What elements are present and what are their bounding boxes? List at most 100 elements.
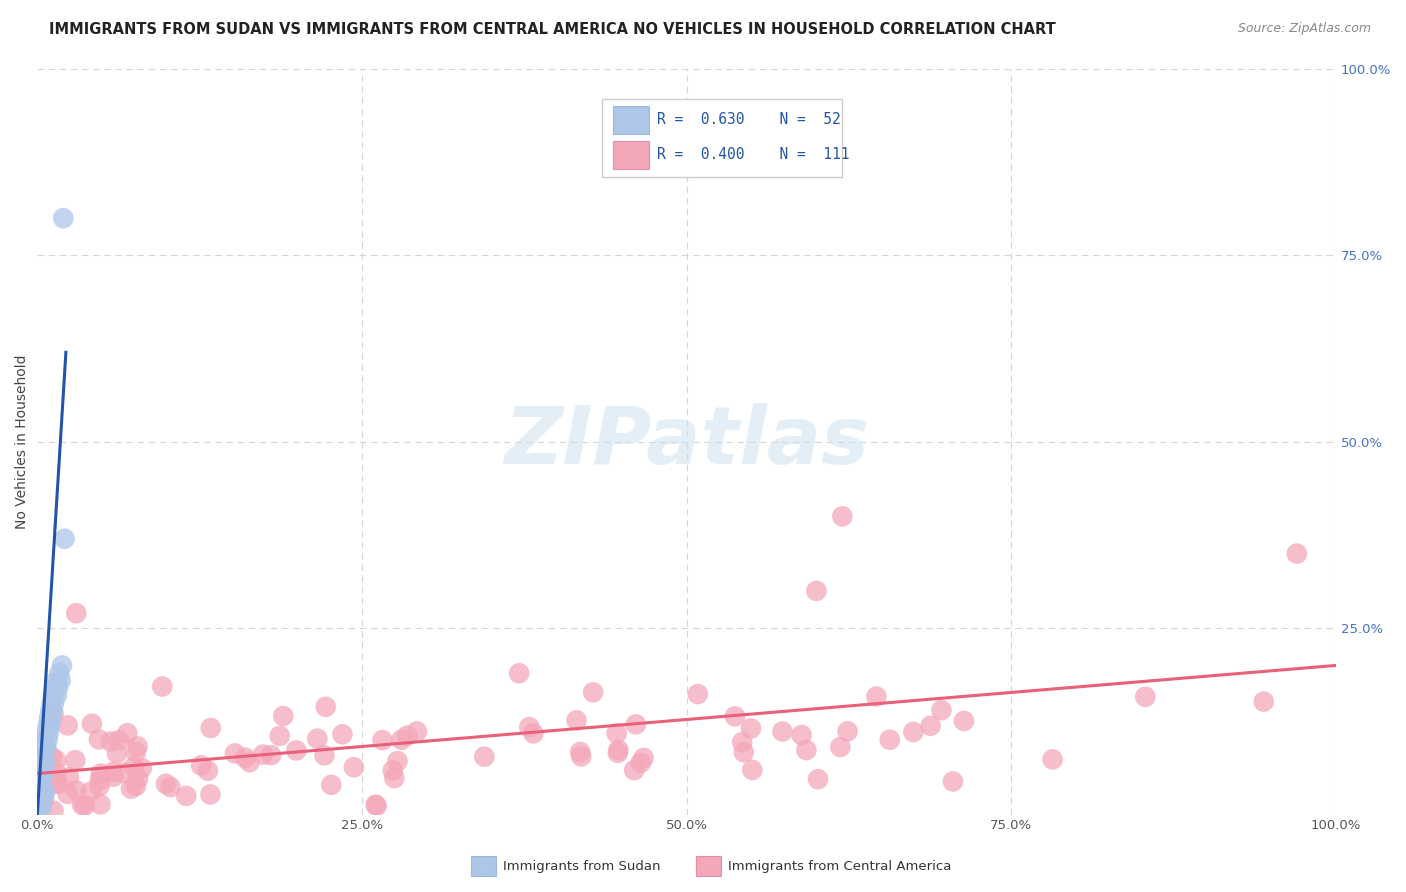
Point [831, 509, 853, 524]
Point [38, 725, 60, 739]
Point [796, 743, 818, 757]
Point [37, 733, 59, 747]
Point [830, 739, 852, 754]
Point [31, 770, 53, 784]
Point [65, 607, 87, 621]
Point [159, 780, 181, 794]
Point [35, 740, 58, 755]
Point [28, 800, 51, 814]
Point [569, 745, 592, 759]
Point [30, 792, 52, 806]
Point [28, 763, 51, 777]
Text: ZIPatlas: ZIPatlas [503, 403, 869, 481]
Point [46, 681, 69, 695]
Point [125, 745, 148, 759]
Text: Source: ZipAtlas.com: Source: ZipAtlas.com [1237, 22, 1371, 36]
Point [30, 800, 52, 814]
Point [30, 756, 52, 770]
Point [260, 748, 283, 763]
Point [89, 773, 111, 788]
Point [1042, 752, 1064, 766]
Point [103, 764, 125, 779]
Point [607, 743, 630, 757]
Point [931, 703, 953, 717]
Point [65, 753, 87, 767]
Point [740, 722, 762, 736]
Point [27, 792, 49, 806]
Point [233, 750, 256, 764]
Point [34, 785, 56, 799]
Point [28, 792, 51, 806]
Point [387, 754, 409, 768]
Point [197, 764, 219, 778]
Point [731, 735, 754, 749]
Point [87, 732, 110, 747]
Point [624, 717, 647, 731]
Point [89, 797, 111, 812]
Point [879, 732, 901, 747]
Point [174, 789, 197, 803]
Point [508, 666, 530, 681]
Point [56, 787, 79, 801]
Point [200, 788, 222, 802]
Point [332, 727, 354, 741]
Point [80, 785, 103, 799]
Point [45, 673, 67, 688]
Point [30, 770, 52, 784]
Point [44, 681, 66, 695]
Point [90, 766, 112, 780]
Point [30, 763, 52, 777]
Point [238, 755, 260, 769]
Point [44, 776, 66, 790]
Point [49, 673, 72, 688]
Point [52, 211, 75, 226]
Point [34, 733, 56, 747]
Point [28, 800, 51, 814]
Point [837, 724, 859, 739]
Point [522, 726, 544, 740]
Point [39, 703, 62, 717]
Point [42, 804, 65, 818]
Point [382, 771, 405, 785]
Point [381, 764, 404, 778]
Point [371, 733, 394, 747]
Point [252, 747, 274, 762]
Point [155, 777, 177, 791]
Point [569, 749, 592, 764]
Point [269, 729, 291, 743]
Point [31, 756, 53, 770]
Point [37, 718, 59, 732]
Point [34, 756, 56, 770]
Point [32, 763, 55, 777]
Y-axis label: No Vehicles in Household: No Vehicles in Household [15, 354, 30, 529]
Point [42, 688, 65, 702]
Point [80, 716, 103, 731]
Point [65, 783, 87, 797]
Point [42, 703, 65, 717]
Point [472, 749, 495, 764]
Point [623, 763, 645, 777]
Point [806, 583, 828, 598]
Point [920, 719, 942, 733]
Point [396, 729, 419, 743]
Point [942, 774, 965, 789]
Point [517, 720, 540, 734]
Point [391, 732, 413, 747]
Point [30, 778, 52, 792]
Point [42, 706, 65, 721]
Point [27, 800, 49, 814]
Point [28, 778, 51, 792]
Point [31, 792, 53, 806]
Point [565, 714, 588, 728]
Text: R =  0.400    N =  111: R = 0.400 N = 111 [657, 147, 849, 162]
Point [307, 731, 329, 746]
Point [315, 699, 337, 714]
Point [406, 724, 429, 739]
Point [51, 658, 73, 673]
Point [865, 690, 887, 704]
FancyBboxPatch shape [602, 99, 842, 178]
Point [733, 745, 755, 759]
Point [1285, 547, 1308, 561]
Text: Immigrants from Sudan: Immigrants from Sudan [503, 860, 661, 872]
Point [32, 793, 55, 807]
